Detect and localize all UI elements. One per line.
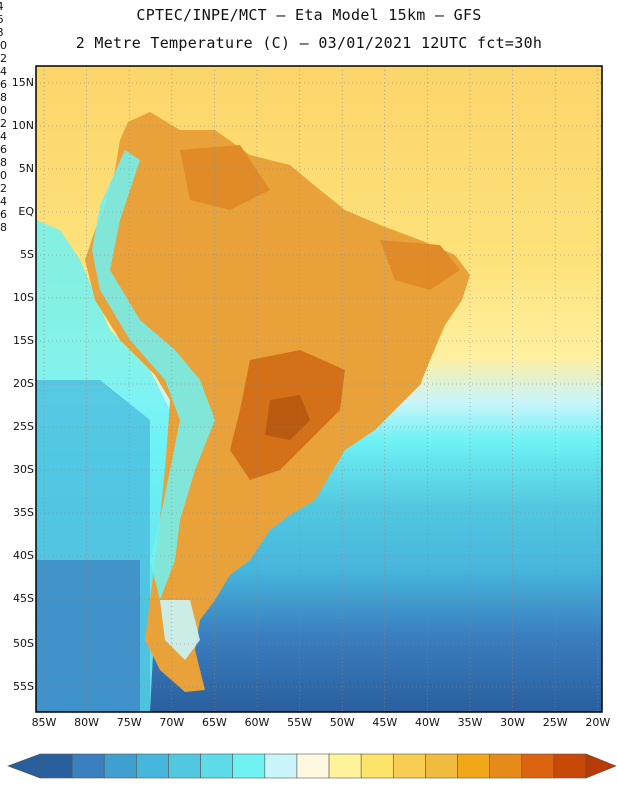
andes-cool-strip xyxy=(92,150,215,600)
colorbar-label: 8 xyxy=(0,26,15,39)
map-title-line-1: CPTEC/INPE/MCT – Eta Model 15km – GFS xyxy=(136,6,482,24)
latitude-label: 10S xyxy=(13,291,34,304)
map-title-line-2: 2 Metre Temperature (C) – 03/01/2021 12U… xyxy=(75,34,543,52)
colorbar-right-arrow xyxy=(585,753,617,779)
colorbar-label: 18 xyxy=(0,91,7,104)
longitude-label: 75W xyxy=(116,716,142,729)
latitude-label: 55S xyxy=(13,680,34,693)
colorbar-swatch xyxy=(425,753,458,779)
latitude-label: 5S xyxy=(20,248,34,261)
colorbar-label: 24 xyxy=(0,130,7,143)
colorbar-label: 4 xyxy=(0,0,15,13)
colorbar-swatch xyxy=(136,753,169,779)
colorbar-label: 30 xyxy=(0,169,7,182)
hottest-core-region xyxy=(265,395,310,440)
colorbar-swatch xyxy=(457,753,490,779)
colorbar-swatch xyxy=(168,753,201,779)
patagonia-cool-region xyxy=(160,600,200,660)
longitude-label: 40W xyxy=(414,716,440,729)
latitude-label: 30S xyxy=(13,463,34,476)
colorbar-label: 20 xyxy=(0,104,7,117)
longitude-label: 45W xyxy=(372,716,398,729)
longitude-label: 35W xyxy=(457,716,483,729)
colorbar-swatch xyxy=(489,753,523,779)
northeast-hot-region xyxy=(380,240,460,290)
colorbar-swatch xyxy=(521,753,555,779)
colorbar-label: 36 xyxy=(0,208,7,221)
longitude-label: 80W xyxy=(74,716,100,729)
map-frame xyxy=(35,65,603,713)
colorbar-label: 16 xyxy=(0,78,7,91)
colorbar-swatch xyxy=(360,753,394,779)
latitude-label: 45S xyxy=(13,592,34,605)
colorbar-swatch xyxy=(553,753,587,779)
longitude-label: 50W xyxy=(329,716,355,729)
colorbar-swatch xyxy=(264,753,298,779)
latitude-label: 15N xyxy=(11,76,34,89)
colorbar-label: 28 xyxy=(0,156,7,169)
longitude-label: 30W xyxy=(500,716,526,729)
colorbar-swatch xyxy=(392,753,426,779)
latitude-label: 15S xyxy=(13,334,34,347)
colorbar-label: 32 xyxy=(0,182,7,195)
longitude-label: 20W xyxy=(585,716,611,729)
colorbar-labels: 468101214161820222426283032343638 xyxy=(0,0,618,234)
colorbar xyxy=(7,753,617,779)
longitude-label: 55W xyxy=(287,716,313,729)
latitude-label: 35S xyxy=(13,506,34,519)
colorbar-label: 10 xyxy=(0,39,7,52)
longitude-label: 65W xyxy=(201,716,227,729)
colorbar-left-arrow xyxy=(7,753,41,779)
colorbar-label: 34 xyxy=(0,195,7,208)
colorbar-label: 22 xyxy=(0,117,7,130)
latitude-label: 40S xyxy=(13,549,34,562)
pacific-far-south-water xyxy=(36,560,140,712)
latitude-label: 10N xyxy=(11,119,34,132)
latitude-label: 20S xyxy=(13,377,34,390)
longitude-label: 70W xyxy=(159,716,185,729)
longitude-label: 25W xyxy=(542,716,568,729)
colorbar-swatch xyxy=(39,753,73,779)
colorbar-label: 38 xyxy=(0,221,7,234)
colorbar-label: 12 xyxy=(0,52,7,65)
colorbar-swatch xyxy=(71,753,105,779)
colorbar-swatch xyxy=(200,753,234,779)
latitude-label: EQ xyxy=(18,205,34,218)
colorbar-label: 26 xyxy=(0,143,7,156)
colorbar-label: 14 xyxy=(0,65,7,78)
longitude-label: 85W xyxy=(31,716,57,729)
colorbar-swatch xyxy=(232,753,266,779)
latitude-label: 5N xyxy=(18,162,34,175)
colorbar-swatch xyxy=(328,753,362,779)
longitude-label: 60W xyxy=(244,716,270,729)
latitude-label: 50S xyxy=(13,637,34,650)
colorbar-swatch xyxy=(103,753,137,779)
colorbar-label: 6 xyxy=(0,13,15,26)
colorbar-swatch xyxy=(296,753,330,779)
latitude-label: 25S xyxy=(13,420,34,433)
north-warm-region xyxy=(180,145,270,210)
